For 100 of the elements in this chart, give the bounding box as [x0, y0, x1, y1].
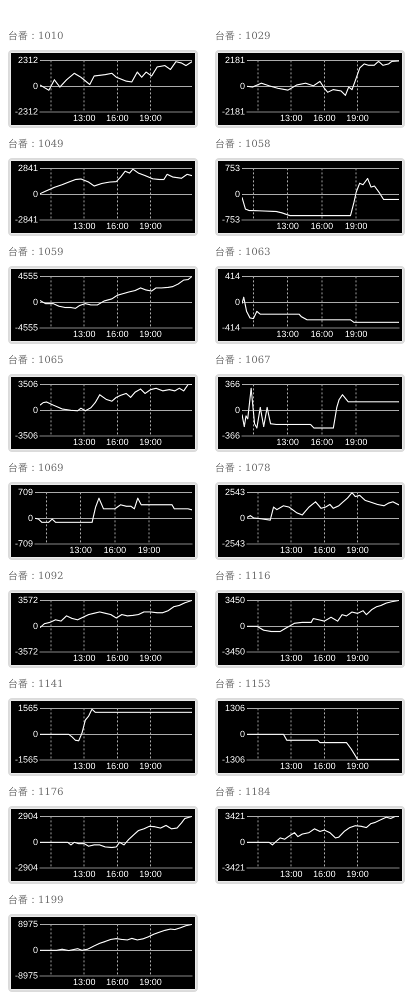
x-tick-label: 16:00: [313, 653, 336, 664]
y-tick-label: 2543: [224, 486, 246, 497]
chart-title: 台番：1116: [215, 570, 272, 584]
chart-title: 台番：1029: [215, 30, 272, 44]
y-tick-label: 0: [235, 296, 240, 307]
x-tick-label: 19:00: [139, 329, 162, 340]
y-tick-label: 3506: [18, 378, 38, 389]
x-tick-label: 16:00: [106, 329, 129, 340]
y-tick-label: 0: [33, 728, 38, 739]
chart-title: 台番：1049: [8, 138, 64, 152]
x-tick-label: 16:00: [106, 113, 129, 124]
chart-title: 台番：1141: [8, 678, 64, 692]
y-tick-label: -4555: [14, 322, 38, 333]
x-tick-label: 16:00: [106, 221, 129, 232]
chart-title: 台番：1184: [215, 786, 272, 800]
y-tick-label: -3572: [14, 646, 38, 657]
y-tick-label: -753: [222, 214, 240, 225]
y-tick-label: 753: [224, 162, 240, 173]
x-tick-label: 16:00: [313, 869, 336, 880]
y-tick-label: 2312: [18, 54, 38, 65]
y-tick-label: 0: [33, 188, 38, 199]
x-tick-label: 19:00: [139, 437, 162, 448]
y-tick-label: 0: [240, 836, 246, 847]
x-tick-label: 19:00: [346, 653, 369, 664]
y-tick-label: 0: [240, 620, 246, 631]
y-tick-label: 0: [240, 80, 246, 91]
x-tick-label: 19:00: [344, 437, 368, 448]
y-tick-label: 366: [224, 378, 240, 389]
x-tick-label: 16:00: [313, 113, 336, 124]
y-tick-label: -3421: [222, 862, 246, 873]
y-tick-label: 0: [235, 404, 240, 415]
y-tick-label: 1565: [18, 702, 38, 713]
y-tick-label: 414: [224, 270, 240, 281]
x-tick-label: 13:00: [72, 761, 96, 772]
x-tick-label: 13:00: [72, 221, 96, 232]
x-tick-label: 16:00: [106, 977, 129, 988]
y-tick-label: -3450: [222, 646, 246, 657]
x-tick-label: 13:00: [280, 653, 302, 664]
y-tick-label: 1306: [224, 702, 246, 713]
x-tick-label: 16:00: [313, 545, 336, 556]
chart-title: 台番：1199: [8, 894, 64, 908]
y-tick-label: 0: [28, 512, 34, 523]
chart-title: 台番：1153: [215, 678, 272, 692]
x-tick-label: 13:00: [72, 977, 96, 988]
x-tick-label: 13:00: [72, 329, 96, 340]
x-tick-label: 16:00: [310, 221, 334, 232]
chart-title: 台番：1063: [215, 246, 272, 260]
chart-title: 台番：1069: [8, 462, 64, 476]
y-tick-label: -414: [222, 322, 240, 333]
y-tick-label: 0: [33, 296, 38, 307]
x-tick-label: 19:00: [139, 869, 162, 880]
x-tick-label: 19:00: [344, 329, 368, 340]
chart-title: 台番：1065: [8, 354, 64, 368]
x-tick-label: 19:00: [138, 545, 160, 556]
x-tick-label: 13:00: [280, 761, 302, 772]
y-tick-label: 0: [33, 944, 38, 955]
chart-title: 台番：1067: [215, 354, 272, 368]
chart-title: 台番：1058: [215, 138, 272, 152]
chart-title: 台番：1092: [8, 570, 64, 584]
x-tick-label: 13:00: [72, 437, 96, 448]
x-tick-label: 19:00: [344, 221, 368, 232]
y-tick-label: 3572: [18, 594, 38, 605]
x-tick-label: 13:00: [72, 869, 96, 880]
y-tick-label: -2543: [222, 538, 246, 549]
y-tick-label: -3506: [14, 430, 38, 441]
y-tick-label: 0: [33, 620, 38, 631]
x-tick-label: 16:00: [106, 761, 129, 772]
x-tick-label: 13:00: [72, 653, 96, 664]
y-tick-label: -2904: [14, 862, 38, 873]
chart-title: 台番：1176: [8, 786, 64, 800]
x-tick-label: 16:00: [310, 437, 334, 448]
x-tick-label: 13:00: [72, 113, 96, 124]
y-tick-label: 0: [33, 80, 38, 91]
chart-title: 台番：1078: [215, 462, 272, 476]
x-tick-label: 13:00: [276, 221, 299, 232]
y-tick-label: -2312: [14, 106, 38, 117]
x-tick-label: 16:00: [104, 545, 126, 556]
y-tick-label: -8975: [14, 970, 38, 981]
x-tick-label: 16:00: [106, 653, 129, 664]
y-tick-label: 0: [33, 836, 38, 847]
x-tick-label: 19:00: [139, 761, 162, 772]
x-tick-label: 19:00: [139, 221, 162, 232]
x-tick-label: 19:00: [139, 113, 162, 124]
y-tick-label: 4555: [18, 270, 38, 281]
x-tick-label: 13:00: [280, 545, 302, 556]
chart-title: 台番：1059: [8, 246, 64, 260]
x-tick-label: 16:00: [310, 329, 334, 340]
y-tick-label: -366: [222, 430, 240, 441]
x-tick-label: 19:00: [346, 545, 369, 556]
y-tick-label: 0: [235, 188, 240, 199]
x-tick-label: 13:00: [280, 869, 302, 880]
x-tick-label: 13:00: [69, 545, 92, 556]
y-tick-label: -2181: [222, 106, 246, 117]
x-tick-label: 16:00: [313, 761, 336, 772]
y-tick-label: 2904: [18, 810, 38, 821]
y-tick-label: 3421: [224, 810, 246, 821]
y-tick-label: 0: [240, 728, 246, 739]
y-tick-label: 2841: [18, 162, 38, 173]
y-tick-label: -2841: [14, 214, 38, 225]
y-tick-label: 709: [18, 486, 34, 497]
